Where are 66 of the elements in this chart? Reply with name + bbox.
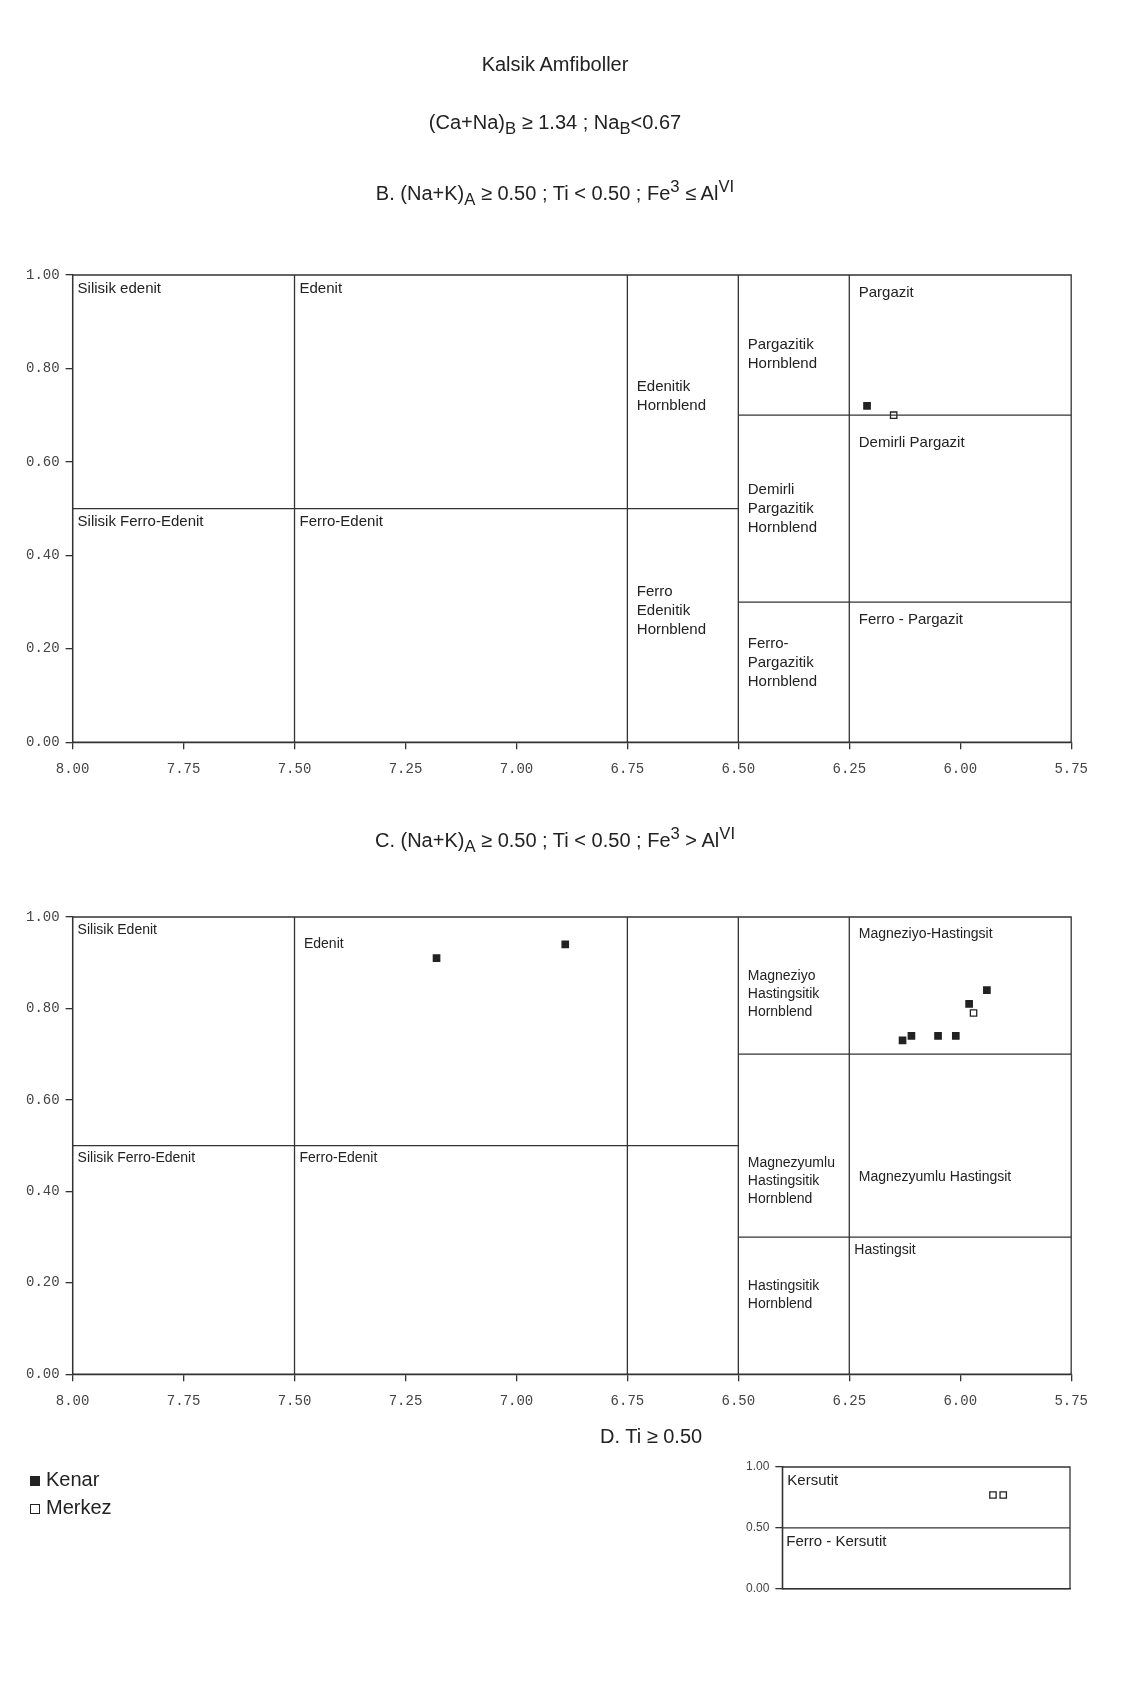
x-tick-label: 7.75 — [166, 1392, 201, 1409]
x-tick-label: 6.75 — [610, 1392, 645, 1409]
annotation: Ferro-Edenit — [299, 511, 384, 529]
text: Kalsik Amfiboller — [480, 52, 630, 77]
y-tick-label: 0.40 — [26, 546, 60, 563]
y-tick-label: 1.00 — [746, 1459, 770, 1474]
annotation: Magneziyo-Hastingsit — [858, 925, 993, 942]
x-tick-label: 7.50 — [277, 1392, 312, 1409]
y-tick-label: 0.80 — [26, 999, 60, 1016]
annotation: Ferro- Pargazitik Hornblend — [747, 633, 817, 689]
x-tick-label: 7.25 — [388, 760, 423, 777]
legend-label: Kenar — [46, 1468, 100, 1490]
y-tick-label: 1.00 — [26, 908, 60, 925]
chart-title: C. (Na+K)$_{A}$ ≥ 0.50 ; Ti < 0.50 ; Fe$^{3}$ > Al$^{VI}$ — [373, 823, 737, 858]
annotation: Edenitik Hornblend — [636, 376, 707, 413]
annotation: Hastingsitik Hornblend — [747, 1277, 821, 1312]
x-tick-label: 6.50 — [721, 1392, 756, 1409]
annotation: Pargazitik Hornblend — [747, 334, 817, 371]
y-tick-label: 0.50 — [746, 1520, 770, 1535]
y-tick-label: 1.00 — [26, 266, 60, 283]
annotation: Kersutit — [787, 1470, 840, 1488]
annotation: Magnezyumlu Hastingsit — [858, 1167, 1012, 1184]
annotation: Ferro - Kersutit — [786, 1531, 888, 1549]
annotation: Edenit — [303, 934, 344, 951]
x-tick-label: 8.00 — [55, 1392, 90, 1409]
annotation: Pargazit — [858, 282, 915, 300]
annotation: Magnezyumlu Hastingsitik Hornblend — [747, 1153, 835, 1206]
y-tick-label: 0.00 — [26, 733, 60, 750]
x-tick-label: 7.75 — [166, 760, 201, 777]
chart-title: B. (Na+K)$_{A}$ ≥ 0.50 ; Ti < 0.50 ; Fe$^{3}$ ≤ Al$^{VI}$ — [374, 176, 736, 211]
annotation: Ferro-Edenit — [299, 1149, 378, 1166]
x-tick-label: 7.00 — [499, 760, 534, 777]
x-tick-label: 6.00 — [943, 1392, 978, 1409]
y-tick-label: 0.00 — [746, 1581, 770, 1596]
x-tick-label: 8.00 — [55, 760, 90, 777]
annotation: Demirli Pargazitik Hornblend — [747, 479, 817, 535]
y-tick-label: 0.00 — [26, 1365, 60, 1382]
annotation: Silisik Ferro-Edenit — [77, 1149, 196, 1166]
x-tick-label: 6.75 — [610, 760, 645, 777]
y-tick-label: 0.40 — [26, 1182, 60, 1199]
x-tick-label: 6.25 — [832, 1392, 867, 1409]
annotation: Silisik Ferro-Edenit — [77, 511, 205, 529]
x-tick-label: 6.00 — [943, 760, 978, 777]
annotation: Silisik edenit — [77, 278, 162, 296]
text: (Ca+Na)$_{B}$ ≥ 1.34 ; Na$_{B}$<0.67 — [427, 110, 683, 140]
y-tick-label: 0.20 — [26, 640, 60, 657]
y-tick-label: 0.60 — [26, 453, 60, 470]
x-tick-label: 7.50 — [277, 760, 312, 777]
annotation: Edenit — [299, 278, 343, 296]
y-tick-label: 0.80 — [26, 359, 60, 376]
legend-label: Merkez — [46, 1496, 112, 1518]
annotation: Ferro Edenitik Hornblend — [636, 581, 707, 637]
x-tick-label: 6.50 — [721, 760, 756, 777]
annotation: Hastingsit — [854, 1240, 916, 1257]
x-tick-label: 7.00 — [499, 1392, 534, 1409]
y-tick-label: 0.20 — [26, 1274, 60, 1291]
annotation: Silisik Edenit — [77, 920, 158, 937]
y-tick-label: 0.60 — [26, 1091, 60, 1108]
x-tick-label: 7.25 — [388, 1392, 423, 1409]
x-tick-label: 5.75 — [1054, 760, 1088, 777]
chart-title: D. Ti ≥ 0.50 — [600, 1424, 703, 1449]
annotation: Ferro - Pargazit — [858, 610, 964, 628]
x-tick-label: 5.75 — [1054, 1392, 1088, 1409]
annotation: Magneziyo Hastingsitik Hornblend — [747, 966, 821, 1019]
x-tick-label: 6.25 — [832, 760, 867, 777]
annotation: Demirli Pargazit — [858, 432, 966, 450]
